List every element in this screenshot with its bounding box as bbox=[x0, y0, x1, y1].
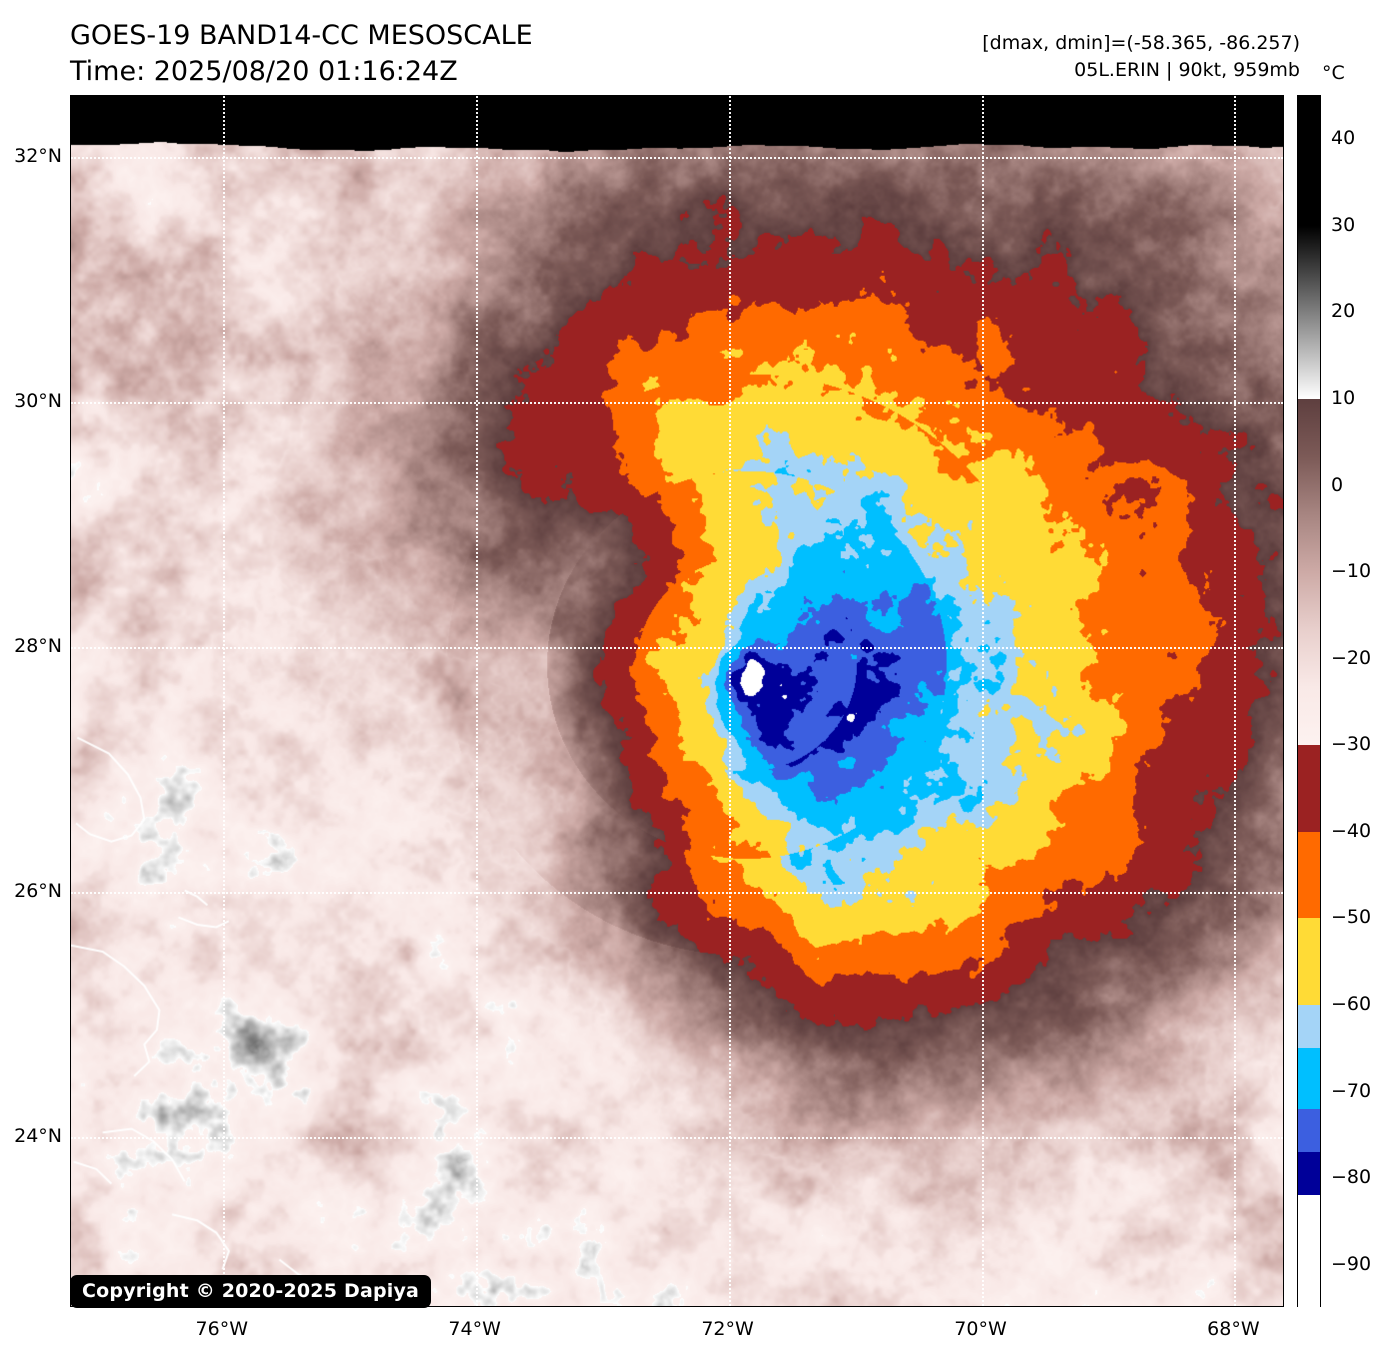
colorbar-band bbox=[1298, 1048, 1320, 1109]
colorbar-band bbox=[1298, 1152, 1320, 1196]
satellite-image-plot[interactable] bbox=[70, 95, 1284, 1307]
colorbar-unit-label: °C bbox=[1322, 62, 1345, 84]
colorbar-tick-label: −10 bbox=[1331, 560, 1372, 583]
colorbar[interactable] bbox=[1297, 95, 1321, 1308]
latitude-tick-label: 28°N bbox=[14, 634, 62, 657]
colorbar-band bbox=[1298, 745, 1320, 832]
colorbar-tick-label: 0 bbox=[1331, 473, 1344, 496]
copyright-watermark: Copyright © 2020-2025 Dapiya bbox=[70, 1275, 432, 1308]
colorbar-band bbox=[1298, 96, 1320, 226]
colorbar-band bbox=[1298, 918, 1320, 1005]
colorbar-gradient bbox=[1298, 96, 1320, 1308]
colorbar-tick-label: −90 bbox=[1331, 1252, 1372, 1275]
title-block: GOES-19 BAND14-CC MESOSCALE Time: 2025/0… bbox=[70, 18, 770, 89]
colorbar-tick-label: −60 bbox=[1331, 993, 1372, 1015]
colorbar-tick-label: 20 bbox=[1331, 300, 1356, 323]
longitude-tick-label: 68°W bbox=[1207, 1318, 1260, 1340]
timestamp-label: Time: 2025/08/20 01:16:24Z bbox=[70, 55, 458, 87]
colorbar-tick-label: 40 bbox=[1331, 127, 1356, 150]
colorbar-band bbox=[1298, 225, 1320, 399]
longitude-tick-label: 70°W bbox=[954, 1318, 1007, 1340]
latitude-tick-label: 26°N bbox=[14, 879, 62, 902]
data-minmax-label: [dmax, dmin]=(-58.365, -86.257) bbox=[982, 32, 1300, 54]
metadata-block: [dmax, dmin]=(-58.365, -86.257) 05L.ERIN… bbox=[982, 30, 1300, 84]
colorbar-tick-label: −50 bbox=[1331, 906, 1372, 929]
latitude-tick-label: 24°N bbox=[14, 1124, 62, 1147]
colorbar-tick-label: −30 bbox=[1331, 733, 1372, 756]
colorbar-band bbox=[1298, 831, 1320, 919]
colorbar-tick-label: 30 bbox=[1331, 213, 1356, 236]
longitude-tick-label: 74°W bbox=[448, 1318, 501, 1340]
colorbar-band bbox=[1298, 1195, 1320, 1308]
colorbar-tick-label: 10 bbox=[1331, 387, 1356, 409]
storm-info-label: 05L.ERIN | 90kt, 959mb bbox=[1074, 58, 1300, 81]
latitude-tick-label: 30°N bbox=[14, 390, 62, 413]
satellite-imagery-canvas bbox=[71, 96, 1283, 1306]
colorbar-band bbox=[1298, 1108, 1320, 1153]
colorbar-band bbox=[1298, 399, 1320, 746]
colorbar-tick-label: −20 bbox=[1331, 646, 1372, 669]
longitude-tick-label: 76°W bbox=[195, 1318, 248, 1340]
page-title: GOES-19 BAND14-CC MESOSCALE bbox=[70, 20, 533, 51]
latitude-tick-label: 32°N bbox=[14, 145, 62, 168]
longitude-tick-label: 72°W bbox=[701, 1318, 754, 1340]
colorbar-band bbox=[1298, 1005, 1320, 1049]
colorbar-tick-label: −80 bbox=[1331, 1166, 1372, 1189]
colorbar-tick-label: −40 bbox=[1331, 819, 1372, 842]
colorbar-tick-label: −70 bbox=[1331, 1079, 1372, 1102]
